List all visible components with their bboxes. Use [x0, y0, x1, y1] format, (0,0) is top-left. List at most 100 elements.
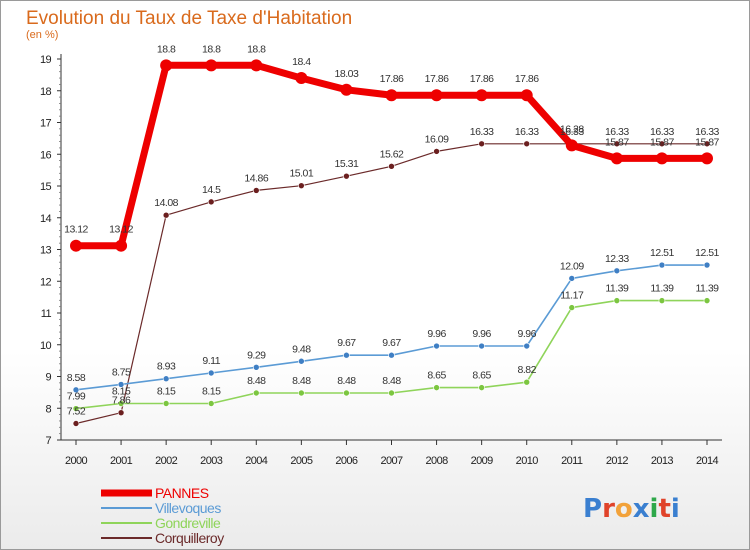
series-pannes — [70, 59, 713, 252]
data-label: 16.28 — [560, 123, 584, 135]
data-label: 11.39 — [696, 283, 720, 295]
y-tick-label: 11 — [41, 308, 52, 320]
data-point — [568, 304, 576, 311]
data-label: 8.15 — [202, 385, 221, 397]
proxiti-logo: Proxiti — [583, 494, 680, 524]
data-point — [388, 351, 395, 359]
x-tick-label: 2007 — [380, 455, 403, 467]
data-point — [70, 239, 82, 252]
data-point — [520, 89, 533, 102]
data-label: 14.5 — [202, 184, 221, 196]
data-point — [252, 363, 260, 371]
data-label: 12.09 — [560, 260, 584, 272]
data-point — [388, 389, 395, 397]
data-label: 11.17 — [560, 290, 584, 302]
x-tick-label: 2001 — [110, 455, 133, 467]
data-point — [430, 89, 443, 102]
data-point — [388, 163, 395, 170]
data-label: 9.11 — [202, 355, 220, 367]
data-point — [523, 140, 531, 148]
data-point — [475, 89, 488, 102]
data-label: 16.33 — [695, 126, 719, 138]
data-label: 15.87 — [650, 136, 674, 148]
chart-subtitle: (en %) — [26, 29, 58, 41]
data-point — [433, 384, 440, 391]
data-point — [478, 140, 485, 148]
data-point — [207, 400, 215, 407]
data-point — [658, 261, 666, 269]
data-point — [298, 389, 305, 397]
data-point — [117, 409, 125, 416]
data-point — [207, 198, 215, 206]
data-point — [701, 152, 713, 165]
data-label: 15.01 — [289, 168, 313, 180]
data-point — [523, 342, 531, 350]
data-point — [117, 381, 125, 388]
data-point — [115, 239, 128, 252]
data-label: 9.67 — [382, 337, 401, 349]
data-label: 18.8 — [247, 43, 266, 55]
data-label: 18.4 — [292, 56, 311, 68]
data-label: 7.99 — [67, 391, 86, 403]
data-label: 7.52 — [67, 405, 86, 417]
y-tick-label: 12 — [40, 276, 52, 288]
data-point — [298, 357, 305, 365]
data-point — [340, 83, 353, 96]
data-label: 17.86 — [515, 73, 539, 85]
data-label: 8.15 — [112, 385, 131, 397]
y-tick-label: 7 — [45, 435, 51, 447]
data-point — [205, 59, 218, 72]
data-labels: 13.12 13.12 18.8 18.8 18.8 18.4 18.03 17.86 17.8… — [64, 43, 720, 417]
data-point — [162, 375, 170, 383]
data-label: 7.86 — [112, 395, 131, 407]
data-label: 8.65 — [427, 370, 446, 382]
data-point — [568, 275, 576, 282]
data-label: 16.33 — [650, 126, 674, 138]
data-point — [613, 297, 621, 304]
series-layer — [70, 59, 713, 427]
y-tick-label: 17 — [40, 118, 52, 130]
data-label: 16.33 — [560, 126, 584, 138]
legend-label: PANNES — [155, 485, 209, 501]
data-point — [162, 211, 170, 219]
data-point — [523, 378, 531, 386]
data-label: 11.39 — [650, 283, 674, 295]
data-point — [250, 59, 263, 72]
data-point — [252, 187, 260, 194]
data-label: 8.65 — [472, 370, 491, 382]
data-point — [613, 140, 621, 148]
data-point — [703, 297, 711, 304]
data-label: 17.86 — [380, 73, 404, 85]
data-label: 9.29 — [247, 349, 266, 361]
y-tick-label: 15 — [40, 181, 52, 193]
data-label: 18.8 — [202, 43, 221, 55]
data-point — [160, 59, 173, 72]
data-point — [385, 89, 398, 102]
y-tick-label: 16 — [40, 149, 52, 161]
data-point — [72, 405, 80, 412]
x-tick-label: 2012 — [606, 455, 629, 467]
data-point — [433, 148, 440, 155]
data-point — [433, 342, 440, 350]
legend-label: Corquilleroy — [155, 530, 224, 546]
data-point — [117, 400, 125, 407]
x-tick-label: 2009 — [471, 455, 494, 467]
x-tick-label: 2002 — [155, 455, 178, 467]
x-tick-label: 2010 — [516, 455, 539, 467]
data-label: 8.15 — [157, 385, 176, 397]
data-label: 16.09 — [425, 133, 449, 145]
x-tick-label: 2011 — [561, 455, 583, 467]
x-tick-label: 2008 — [426, 455, 449, 467]
series-corquilleroy — [72, 140, 711, 427]
data-point — [162, 400, 170, 407]
data-label: 17.86 — [470, 73, 494, 85]
data-label: 9.67 — [337, 337, 356, 349]
data-label: 8.58 — [67, 372, 86, 384]
proxiti-logo-text: Proxiti — [583, 494, 680, 524]
data-label: 15.62 — [380, 148, 404, 160]
x-tick-label: 2003 — [200, 455, 223, 467]
y-tick-label: 10 — [40, 340, 52, 352]
data-point — [478, 384, 485, 391]
